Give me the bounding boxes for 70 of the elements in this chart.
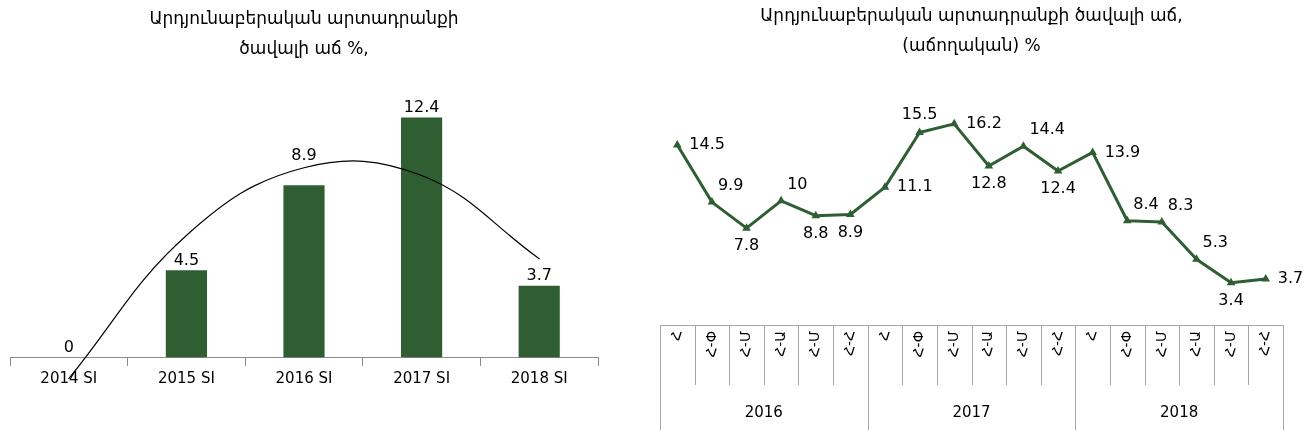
x-tick-label: Հ [1083,331,1100,342]
x-tick-label: Հ-Մ [1152,331,1169,358]
point [846,209,855,217]
point [742,223,751,231]
point [707,197,717,205]
data-label: 9.9 [717,175,744,195]
x-tick-label: Հ-Փ [1117,331,1134,358]
x-tick-label: Հ [667,331,684,342]
point [915,127,924,136]
text: 2017 [952,402,991,421]
data-label: 8.9 [837,221,864,241]
data-label: 12.4 [403,97,440,117]
data-label: 8.4 [1133,193,1159,213]
x-tick-label: 2015 SI [157,369,215,388]
data-label: 14.5 [689,134,725,154]
x-tick-label: Հ-Փ [702,331,719,358]
chart-title: Արդյունաբերական արտադրանքի ծավալի աճ %, [149,8,459,59]
point [1261,274,1271,282]
data-label: 14.4 [1029,119,1066,139]
x-tick-label: Հ-Ա [1187,331,1204,357]
point [1053,166,1063,174]
x-tick-label: 2014 SI [40,369,98,388]
data-label: 10 [787,173,808,193]
point [1226,277,1236,286]
data-label: 16.2 [966,113,1002,133]
data-label: 13.9 [1104,141,1141,161]
data-label: 4.5 [173,249,200,269]
data-label: 3.4 [1218,289,1244,309]
data-label: 5.3 [1202,232,1228,252]
data-label: 12.4 [1040,178,1076,198]
x-tick-label: Հ-Մ [1014,331,1031,358]
x-tick-label: Հ-Ա [771,331,788,357]
point [811,210,821,219]
data-label: 15.5 [901,103,938,123]
x-tick-label: Հ-Հ [841,331,857,357]
x-tick-label: Հ-Փ [910,331,927,358]
data-label: 8.3 [1167,195,1194,215]
point [1088,147,1097,155]
data-label: 7.8 [733,235,760,255]
text: 2016 [744,402,783,421]
data-label: 8.9 [291,144,317,164]
data-label: 11.1 [896,176,933,196]
text: 2018 [1160,402,1199,421]
point [1192,254,1201,262]
point [1019,141,1028,149]
x-tick-label: Հ-Մ [806,331,823,358]
data-label: 3.7 [1277,268,1304,288]
x-tick-label: Հ-Հ [1048,331,1065,357]
data-label: 12.8 [970,173,1007,193]
bar [518,285,560,358]
x-tick-label: 2016 SI [275,369,333,388]
data-label: 0 [63,336,74,356]
x-tick-label: Հ-Մ [944,331,961,358]
bar [165,270,207,358]
chart-title: Արդյունաբերական արտադրանքի ծավալի աճ, (աճողական) % [760,5,1183,56]
x-tick-label: 2017 SI [393,369,451,388]
point [880,182,890,190]
x-tick-label: Հ-Մ [737,331,754,358]
x-tick-label: Հ-Ա [979,331,996,357]
point [984,161,994,169]
point [1122,215,1132,224]
data-label: 8.8 [803,222,829,242]
bar [283,185,325,358]
point [949,118,959,127]
x-tick-label: Հ-Մ [1221,331,1238,358]
x-tick-label: Հ [875,331,892,342]
bar [401,117,443,358]
data-label: 3.7 [526,265,552,285]
x-tick-label: Հ-Հ [1256,331,1273,357]
x-tick-label: 2018 SI [510,369,568,388]
